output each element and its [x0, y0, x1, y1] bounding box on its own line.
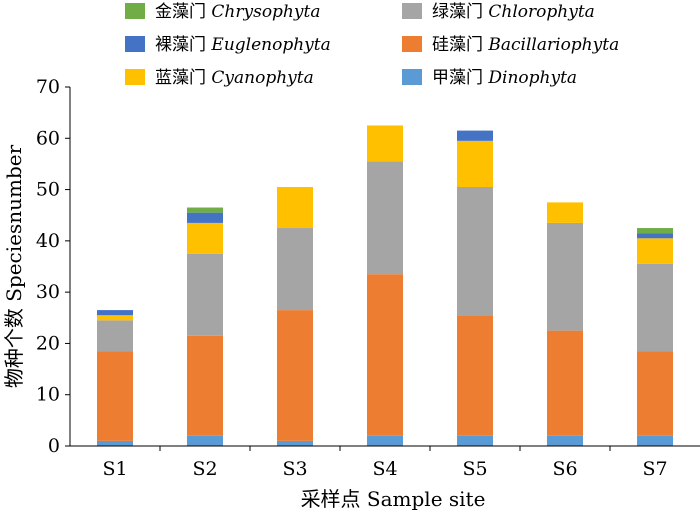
y-ticks: 0 10 20 30 40 50 60 70 [36, 76, 70, 457]
bar-segment-dinophyta-s1 [97, 440, 133, 446]
y-axis-title: 物种个数 Speciesnumber [2, 144, 26, 388]
legend-swatch-chlorophyta [402, 3, 422, 19]
x-ticks: S1 S2 S3 S4 S5 S6 S7 [102, 446, 668, 480]
bar-segment-cyanophyta-s6 [547, 202, 583, 223]
legend-swatch-cyanophyta [125, 69, 145, 85]
bar-segment-cyanophyta-s3 [277, 187, 313, 229]
legend-swatch-chrysophyta [125, 3, 145, 19]
bar-segment-dinophyta-s4 [367, 435, 403, 446]
y-tick-label: 70 [36, 76, 60, 98]
x-tick-label: S7 [642, 458, 667, 480]
legend-label-bacillariophyta: 硅藻门 Bacillariophyta [432, 35, 619, 55]
legend-label-euglenophyta: 裸藻门 Euglenophyta [155, 35, 331, 55]
legend-swatch-bacillariophyta [402, 36, 422, 52]
y-tick-label: 40 [36, 230, 60, 252]
bar-segment-dinophyta-s7 [637, 435, 673, 446]
bar-segment-chlorophyta-s7 [637, 263, 673, 352]
bar-segment-bacillariophyta-s6 [547, 330, 583, 436]
bar-segment-bacillariophyta-s5 [457, 315, 493, 436]
legend-label-chlorophyta: 绿藻门 Chlorophyta [432, 2, 595, 22]
y-tick-label: 60 [36, 127, 60, 149]
bar-segment-euglenophyta-s2 [187, 212, 223, 223]
bar-segment-chlorophyta-s6 [547, 222, 583, 331]
bar-segment-bacillariophyta-s1 [97, 351, 133, 441]
bar-segment-cyanophyta-s7 [637, 238, 673, 264]
x-tick-label: S5 [462, 458, 487, 480]
bar-segment-dinophyta-s3 [277, 440, 313, 446]
bar-segment-euglenophyta-s7 [637, 233, 673, 239]
legend-label-cyanophyta: 蓝藻门 Cyanophyta [155, 68, 314, 88]
bar-segment-chlorophyta-s2 [187, 253, 223, 336]
bar-segment-chlorophyta-s5 [457, 187, 493, 316]
legend-swatch-dinophyta [402, 69, 422, 85]
y-tick-label: 50 [36, 179, 60, 201]
bar-segment-chlorophyta-s1 [97, 320, 133, 352]
x-tick-label: S2 [192, 458, 217, 480]
y-tick-label: 10 [36, 384, 60, 406]
bar-segment-cyanophyta-s1 [97, 315, 133, 321]
x-tick-label: S6 [552, 458, 577, 480]
legend-label-chrysophyta: 金藻门 Chrysophyta [155, 2, 320, 22]
bar-segment-dinophyta-s6 [547, 435, 583, 446]
bar-segment-chrysophyta-s7 [637, 228, 673, 234]
x-axis-title: 采样点 Sample site [301, 487, 486, 511]
bar-segment-cyanophyta-s5 [457, 140, 493, 188]
y-tick-label: 20 [36, 332, 60, 354]
bar-segment-dinophyta-s2 [187, 435, 223, 446]
bar-segment-chrysophyta-s2 [187, 207, 223, 213]
bar-segment-chlorophyta-s3 [277, 228, 313, 311]
bar-segment-euglenophyta-s5 [457, 130, 493, 141]
bars [97, 125, 673, 446]
x-tick-label: S4 [372, 458, 397, 480]
legend: 金藻门 Chrysophyta 绿藻门 Chlorophyta 裸藻门 Euglen… [125, 2, 619, 88]
y-tick-label: 0 [48, 435, 60, 457]
bar-segment-euglenophyta-s1 [97, 310, 133, 316]
bar-segment-bacillariophyta-s4 [367, 274, 403, 436]
legend-swatch-euglenophyta [125, 36, 145, 52]
x-tick-label: S3 [282, 458, 307, 480]
bar-segment-bacillariophyta-s7 [637, 351, 673, 436]
bar-segment-dinophyta-s5 [457, 435, 493, 446]
legend-label-dinophyta: 甲藻门 Dinophyta [432, 68, 577, 88]
bar-segment-bacillariophyta-s3 [277, 310, 313, 441]
bar-segment-chlorophyta-s4 [367, 161, 403, 275]
bar-segment-bacillariophyta-s2 [187, 335, 223, 436]
bar-segment-cyanophyta-s2 [187, 222, 223, 254]
x-tick-label: S1 [102, 458, 127, 480]
axes [69, 87, 700, 447]
y-tick-label: 30 [36, 281, 60, 303]
bar-segment-cyanophyta-s4 [367, 125, 403, 162]
